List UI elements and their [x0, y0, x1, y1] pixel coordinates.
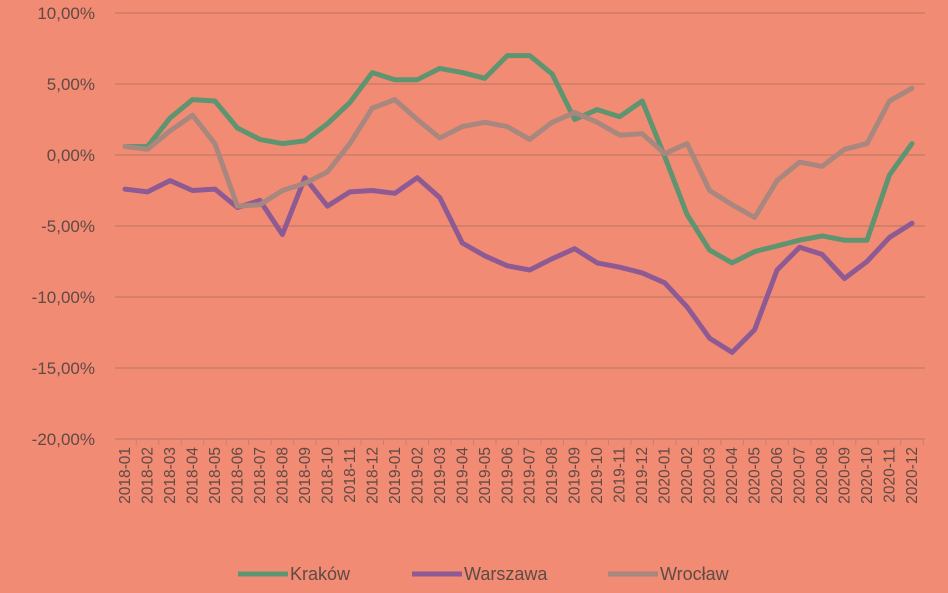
series-lines: [122, 53, 915, 355]
gridlines: [115, 12, 925, 440]
y-tick-label: 10,00%: [37, 4, 95, 23]
x-tick-label: 2020-04: [724, 447, 741, 504]
x-tick-label: 2018-01: [117, 447, 134, 504]
x-tick-label: 2020-08: [814, 447, 831, 504]
legend-label: Wrocław: [660, 564, 730, 584]
x-tick-label: 2018-10: [319, 447, 336, 504]
x-tick-label: 2020-06: [769, 447, 786, 504]
x-tick-label: 2019-05: [477, 447, 494, 504]
x-tick-label: 2019-03: [432, 447, 449, 504]
x-tick-label: 2020-10: [859, 447, 876, 504]
y-tick-label: 0,00%: [47, 146, 95, 165]
x-tick-label: 2020-03: [702, 447, 719, 504]
x-tick-label: 2019-06: [499, 447, 516, 504]
x-tick-label: 2019-10: [589, 447, 606, 504]
x-tick-label: 2018-05: [207, 447, 224, 504]
series-line-warszawa: [122, 175, 915, 355]
y-tick-label: -15,00%: [32, 359, 95, 378]
y-tick-label: -10,00%: [32, 288, 95, 307]
y-tick-label: 5,00%: [47, 75, 95, 94]
x-tick-label: 2018-04: [184, 447, 201, 504]
legend-label: Warszawa: [464, 564, 548, 584]
x-tick-label: 2018-06: [229, 447, 246, 504]
x-tick-label: 2020-11: [882, 447, 899, 503]
x-tick-label: 2019-08: [544, 447, 561, 504]
y-axis-ticks: 10,00% 5,00% 0,00% -5,00% -10,00% -15,00% -20,…: [32, 4, 95, 449]
x-tick-label: 2019-07: [522, 447, 539, 504]
x-tick-label: 2018-12: [364, 447, 381, 504]
legend: Kraków Warszawa Wrocław: [238, 564, 730, 584]
x-tick-label: 2018-07: [252, 447, 269, 504]
series-line-wrocław: [122, 85, 915, 220]
x-tick-label: 2019-09: [567, 447, 584, 504]
x-tick-label: 2018-03: [162, 447, 179, 504]
series-line-kraków: [122, 53, 915, 266]
x-tick-label: 2019-01: [387, 447, 404, 504]
x-tick-label: 2020-05: [747, 447, 764, 504]
x-tick-label: 2018-02: [139, 447, 156, 504]
x-tick-label: 2019-12: [634, 447, 651, 504]
y-tick-label: -20,00%: [32, 430, 95, 449]
x-tick-label: 2020-09: [837, 447, 854, 504]
x-tick-label: 2020-01: [657, 447, 674, 504]
x-tick-label: 2019-02: [409, 447, 426, 504]
x-tick-label: 2020-02: [679, 447, 696, 504]
x-tick-label: 2018-09: [297, 447, 314, 504]
x-tick-label: 2019-11: [612, 447, 629, 503]
legend-label: Kraków: [290, 564, 351, 584]
x-tick-label: 2020-12: [904, 447, 921, 504]
x-tick-label: 2018-08: [274, 447, 291, 504]
x-tick-label: 2018-11: [342, 447, 359, 503]
x-tick-label: 2020-07: [792, 447, 809, 504]
x-tick-label: 2019-04: [454, 447, 471, 504]
y-tick-label: -5,00%: [41, 217, 95, 236]
x-axis-ticks: 2018-01 2018-02 2018-03 2018-04 2018-05 2018-…: [117, 439, 924, 504]
